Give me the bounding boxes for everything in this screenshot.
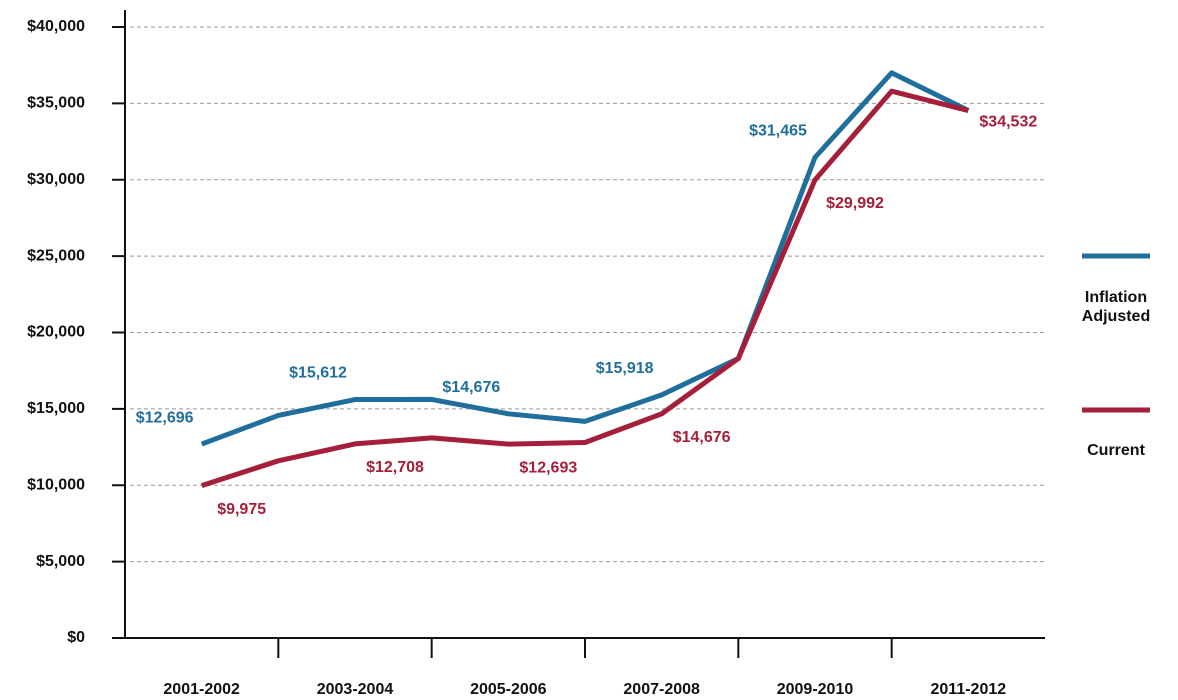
data-label: $31,465 <box>749 123 807 140</box>
y-tick-label: $5,000 <box>36 553 85 570</box>
legend-label: Current <box>1087 442 1145 459</box>
x-tick-label: 2003-2004 <box>317 681 394 698</box>
y-tick-label: $40,000 <box>27 18 85 35</box>
data-label: $15,918 <box>596 360 654 377</box>
y-tick-label: $30,000 <box>27 171 85 188</box>
legend-label: Inflation Adjusted <box>1081 289 1151 325</box>
data-label: $9,975 <box>217 501 266 518</box>
y-tick-label: $0 <box>67 629 85 646</box>
data-label: $12,693 <box>519 459 577 476</box>
x-tick-label: 2001-2002 <box>163 681 240 698</box>
y-tick-label: $20,000 <box>27 324 85 341</box>
line-series <box>200 88 969 489</box>
data-label: $34,532 <box>979 114 1037 131</box>
x-tick-label: 2005-2006 <box>470 681 547 698</box>
x-tick-label: 2007-2008 <box>623 681 700 698</box>
data-label: $29,992 <box>826 195 884 212</box>
data-label: $12,708 <box>366 459 424 476</box>
data-label: $12,696 <box>136 409 194 426</box>
data-label: $14,676 <box>673 429 731 446</box>
y-tick-label: $35,000 <box>27 95 85 112</box>
y-tick-label: $15,000 <box>27 400 85 417</box>
data-label: $15,612 <box>289 365 347 382</box>
line-series <box>200 70 970 447</box>
y-tick-label: $10,000 <box>27 476 85 493</box>
data-label: $14,676 <box>442 379 500 396</box>
x-tick-label: 2009-2010 <box>777 681 854 698</box>
y-tick-label: $25,000 <box>27 247 85 264</box>
x-tick-label: 2011-2012 <box>931 681 1007 698</box>
